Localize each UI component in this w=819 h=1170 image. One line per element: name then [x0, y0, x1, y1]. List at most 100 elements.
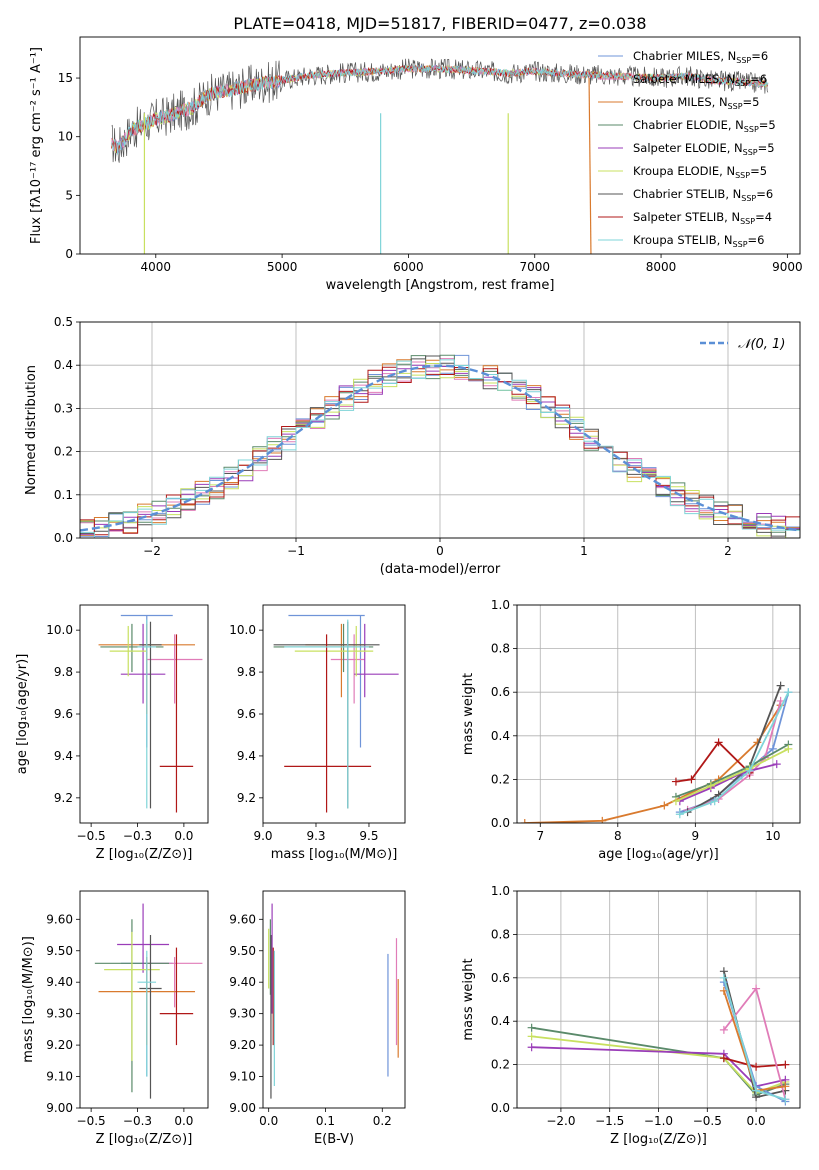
y-tick-label: 0.4 [491, 729, 510, 743]
x-tick-label: 0.0 [747, 1114, 766, 1128]
weight-line-kroupa_stelib [679, 691, 790, 816]
x-tick-label: −2.0 [546, 1114, 575, 1128]
plot-area-spectrum [111, 58, 769, 254]
weight-marker-kroupa_stelib [784, 688, 793, 697]
x-tick-label: −0.5 [77, 1114, 106, 1128]
y-tick-label: 9.30 [229, 1007, 256, 1021]
legend-entry: Kroupa ELODIE, NSSP=5 [633, 164, 767, 180]
plot-area-age_vs_z [98, 614, 203, 813]
weight-marker-kroupa_miles [719, 986, 728, 995]
histogram-salpeter_stelib [80, 366, 800, 536]
y-tick-label: 9.30 [46, 1007, 73, 1021]
weight-marker-kroupa_stelib [745, 766, 754, 775]
gauss-legend-label: 𝒩(0, 1) [738, 337, 785, 352]
y-axis-label: Normed distribution [24, 365, 39, 495]
y-tick-label: 9.10 [229, 1070, 256, 1084]
x-tick-label: 8 [614, 829, 622, 843]
axes-frame [79, 36, 801, 255]
y-tick-label: 0.8 [491, 927, 510, 941]
histogram-kroupa_stelib [80, 359, 800, 538]
y-tick-label: 0.6 [491, 971, 510, 985]
y-tick-label: 9.00 [46, 1101, 73, 1115]
x-tick-label: 4000 [141, 260, 172, 274]
spectrum-line-kroupa_stelib [111, 64, 769, 155]
axes-frame [79, 890, 209, 1109]
x-axis-label: Z [log₁₀(Z/Z⊙)] [96, 847, 193, 862]
y-tick-label: 9.8 [237, 665, 256, 679]
plot-area-residuals [80, 354, 800, 538]
weight-line-salpeter_elodie [531, 1046, 786, 1088]
y-tick-label: 0.4 [54, 358, 73, 372]
x-tick-label: −0.3 [123, 829, 152, 843]
x-axis-label: mass [log₁₀(M/M⊙)] [271, 847, 398, 862]
x-tick-label: 0.0 [174, 829, 193, 843]
y-tick-label: 9.2 [237, 791, 256, 805]
weight-line-chabrier_elodie [675, 743, 789, 798]
weight-marker-kroupa_stelib [710, 797, 719, 806]
x-tick-label: 6000 [393, 260, 424, 274]
weight-marker-chabrier_miles [768, 744, 777, 753]
axes-frame [262, 604, 406, 824]
legend-entry: Chabrier MILES, NSSP=6 [633, 49, 768, 65]
axes-frame [262, 890, 406, 1109]
x-tick-label: 9.0 [253, 829, 272, 843]
y-tick-label: 9.60 [46, 912, 73, 926]
weight-marker-kroupa_elodie [706, 781, 715, 790]
legend-entry: Kroupa MILES, NSSP=5 [633, 95, 759, 111]
weight-marker-salpeter_stelib [781, 1060, 790, 1069]
weight-marker-salpeter_stelib [714, 738, 723, 747]
plot-area-age_vs_mass [273, 614, 399, 813]
figure-title: PLATE=0418, MJD=51817, FIBERID=0477, z=0… [233, 14, 646, 33]
x-tick-label: 9.5 [359, 829, 378, 843]
plot-area-mass_weight_vs_z [527, 967, 790, 1106]
weight-line-salpeter_elodie [679, 763, 777, 803]
y-tick-label: 0.2 [491, 772, 510, 786]
y-tick-label: 0.0 [491, 1101, 510, 1115]
x-tick-label: 9000 [772, 260, 803, 274]
weight-line-salpeter_stelib [675, 740, 751, 783]
x-tick-label: 8000 [646, 260, 677, 274]
y-tick-label: 9.40 [229, 975, 256, 989]
gaussian-curve [80, 364, 800, 532]
y-tick-label: 9.20 [229, 1038, 256, 1052]
y-tick-label: 9.6 [237, 707, 256, 721]
weight-marker-kroupa_elodie [784, 744, 793, 753]
weight-line-kroupa_miles [524, 704, 782, 823]
x-tick-label: 10 [765, 829, 780, 843]
weight-marker-salpeter_elodie [527, 1043, 536, 1052]
x-tick-label: 0.0 [174, 1114, 193, 1128]
x-tick-label: −1 [287, 544, 305, 558]
y-tick-label: 9.4 [54, 749, 73, 763]
legend-entry: Salpeter ELODIE, NSSP=5 [633, 141, 775, 157]
spectrum-dropout [588, 78, 592, 254]
y-tick-label: 9.50 [229, 944, 256, 958]
y-tick-label: 0.0 [54, 531, 73, 545]
plot-area-mass_vs_ebv [268, 903, 399, 1099]
y-tick-label: 0.5 [54, 315, 73, 329]
x-tick-label: −2 [143, 544, 161, 558]
weight-marker-kroupa_stelib [781, 1095, 790, 1104]
x-tick-label: −1.5 [595, 1114, 624, 1128]
weight-marker-kroupa_miles [598, 816, 607, 823]
plots-group: 4000 5000 6000 7000 8000 9000051015wavelength… [15, 36, 803, 1147]
weight-line-kroupa_elodie [675, 748, 789, 803]
x-axis-label: age [log₁₀(age/yr)] [598, 847, 719, 862]
y-tick-label: 10.0 [229, 623, 256, 637]
y-tick-label: 0.8 [491, 642, 510, 656]
y-tick-label: 9.6 [54, 707, 73, 721]
y-tick-label: 9.2 [54, 791, 73, 805]
x-tick-label: −0.3 [123, 1114, 152, 1128]
x-axis-label: E(B-V) [314, 1132, 354, 1147]
x-tick-label: 0.1 [316, 1114, 335, 1128]
y-tick-label: 9.50 [46, 944, 73, 958]
legend-entry: Salpeter STELIB, NSSP=4 [633, 210, 772, 226]
legend-entry: Chabrier STELIB, NSSP=6 [633, 187, 773, 203]
y-tick-label: 0 [65, 247, 73, 261]
panel-mass_weight_vs_age: 7 8 9 10 0.0 0.2 0.4 0.6 0.8 1.0 age [log₁₀(age/yr… [461, 598, 801, 862]
weight-marker-kroupa_miles [520, 819, 529, 823]
y-axis-label: mass weight [461, 958, 476, 1040]
legend-entry: Kroupa STELIB, NSSP=6 [633, 233, 764, 249]
x-tick-label: 0.2 [373, 1114, 392, 1128]
weight-marker-kroupa_stelib [719, 973, 728, 982]
